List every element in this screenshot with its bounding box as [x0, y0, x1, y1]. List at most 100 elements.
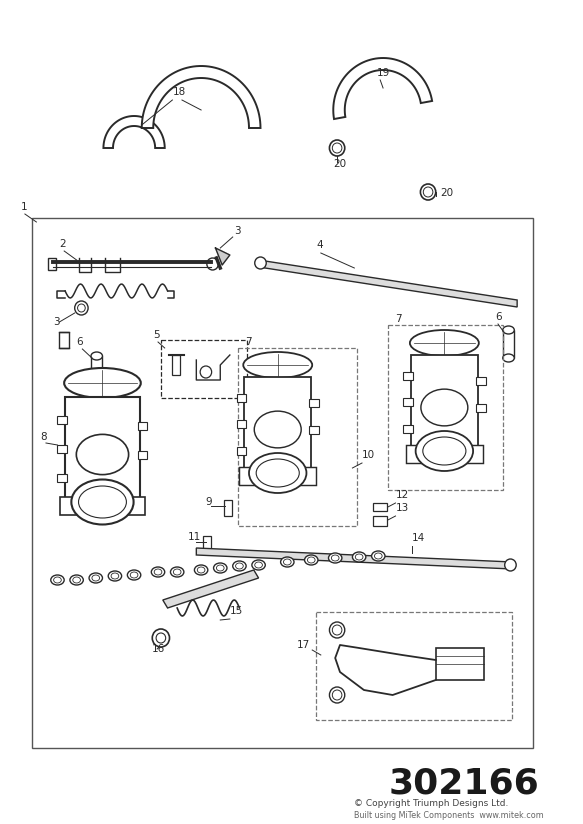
Text: 302166: 302166	[389, 767, 539, 801]
Bar	[60, 497, 145, 515]
Ellipse shape	[416, 431, 473, 471]
Ellipse shape	[280, 557, 294, 567]
Bar	[138, 422, 147, 430]
Ellipse shape	[249, 453, 307, 493]
Ellipse shape	[254, 411, 301, 448]
Bar	[503, 330, 514, 358]
Circle shape	[505, 559, 516, 571]
Ellipse shape	[353, 552, 366, 562]
Text: © Copyright Triumph Designs Ltd.: © Copyright Triumph Designs Ltd.	[354, 799, 509, 808]
Polygon shape	[163, 570, 259, 608]
Polygon shape	[259, 260, 517, 307]
Bar	[58, 416, 67, 424]
Bar	[240, 467, 316, 485]
Ellipse shape	[70, 575, 83, 585]
Text: Built using MiTek Components  www.mitek.com: Built using MiTek Components www.mitek.c…	[354, 811, 544, 820]
Text: 12: 12	[395, 490, 409, 500]
Circle shape	[420, 184, 436, 200]
Ellipse shape	[233, 561, 246, 571]
Text: 10: 10	[362, 450, 375, 460]
Circle shape	[152, 629, 170, 647]
Ellipse shape	[154, 569, 162, 575]
Ellipse shape	[197, 567, 205, 573]
Ellipse shape	[256, 459, 299, 487]
Ellipse shape	[79, 486, 127, 518]
Ellipse shape	[64, 368, 141, 398]
Polygon shape	[142, 66, 261, 128]
Text: 13: 13	[395, 503, 409, 513]
Text: 5: 5	[153, 330, 160, 340]
Circle shape	[78, 304, 85, 312]
Text: 18: 18	[173, 87, 185, 97]
Ellipse shape	[423, 437, 466, 465]
Bar	[310, 425, 319, 433]
Polygon shape	[103, 116, 165, 148]
Bar	[203, 536, 210, 551]
Circle shape	[156, 633, 166, 643]
Ellipse shape	[127, 570, 141, 580]
Text: 20: 20	[441, 188, 454, 198]
Bar	[237, 420, 246, 428]
Text: 17: 17	[297, 640, 310, 650]
Bar	[388, 325, 503, 490]
Bar	[374, 516, 387, 526]
Circle shape	[75, 301, 88, 315]
Polygon shape	[333, 58, 432, 119]
Circle shape	[329, 622, 345, 638]
Circle shape	[329, 687, 345, 703]
Bar	[403, 424, 413, 433]
Text: 1: 1	[21, 202, 28, 212]
Bar	[91, 356, 103, 384]
Ellipse shape	[331, 555, 339, 561]
Text: 8: 8	[40, 432, 47, 442]
Bar	[244, 377, 311, 482]
Bar	[48, 258, 55, 270]
Text: 6: 6	[495, 312, 502, 322]
Ellipse shape	[304, 555, 318, 565]
Ellipse shape	[91, 380, 103, 388]
Ellipse shape	[503, 326, 514, 334]
Ellipse shape	[152, 567, 165, 577]
Text: 20: 20	[333, 159, 346, 169]
Ellipse shape	[355, 554, 363, 560]
Circle shape	[332, 690, 342, 700]
Ellipse shape	[374, 553, 382, 559]
Text: 3: 3	[234, 226, 241, 236]
Bar	[406, 445, 483, 463]
Bar	[476, 377, 486, 386]
Ellipse shape	[243, 352, 312, 378]
Text: 15: 15	[230, 606, 243, 616]
Bar	[374, 503, 387, 511]
Ellipse shape	[307, 557, 315, 563]
Bar	[31, 218, 533, 748]
Bar	[58, 474, 67, 481]
Ellipse shape	[236, 563, 243, 569]
Text: 14: 14	[412, 533, 425, 543]
Text: 7: 7	[395, 314, 402, 324]
Circle shape	[207, 258, 219, 270]
Bar	[411, 355, 478, 460]
Text: 16: 16	[152, 644, 164, 654]
Ellipse shape	[91, 352, 103, 360]
Text: 4: 4	[316, 240, 322, 250]
Ellipse shape	[108, 571, 122, 581]
Ellipse shape	[130, 572, 138, 578]
Text: 11: 11	[188, 532, 201, 542]
Bar	[173, 355, 180, 375]
Ellipse shape	[194, 565, 208, 575]
Circle shape	[329, 140, 345, 156]
Ellipse shape	[410, 330, 479, 356]
Ellipse shape	[89, 573, 103, 583]
Circle shape	[200, 366, 212, 378]
Ellipse shape	[421, 389, 468, 426]
Text: 7: 7	[245, 337, 252, 347]
Bar	[58, 445, 67, 452]
Circle shape	[332, 143, 342, 153]
Text: 2: 2	[59, 239, 66, 249]
Ellipse shape	[170, 567, 184, 577]
Polygon shape	[196, 548, 512, 569]
Ellipse shape	[54, 577, 61, 583]
Ellipse shape	[213, 563, 227, 573]
Ellipse shape	[51, 575, 64, 585]
Bar	[237, 348, 357, 526]
